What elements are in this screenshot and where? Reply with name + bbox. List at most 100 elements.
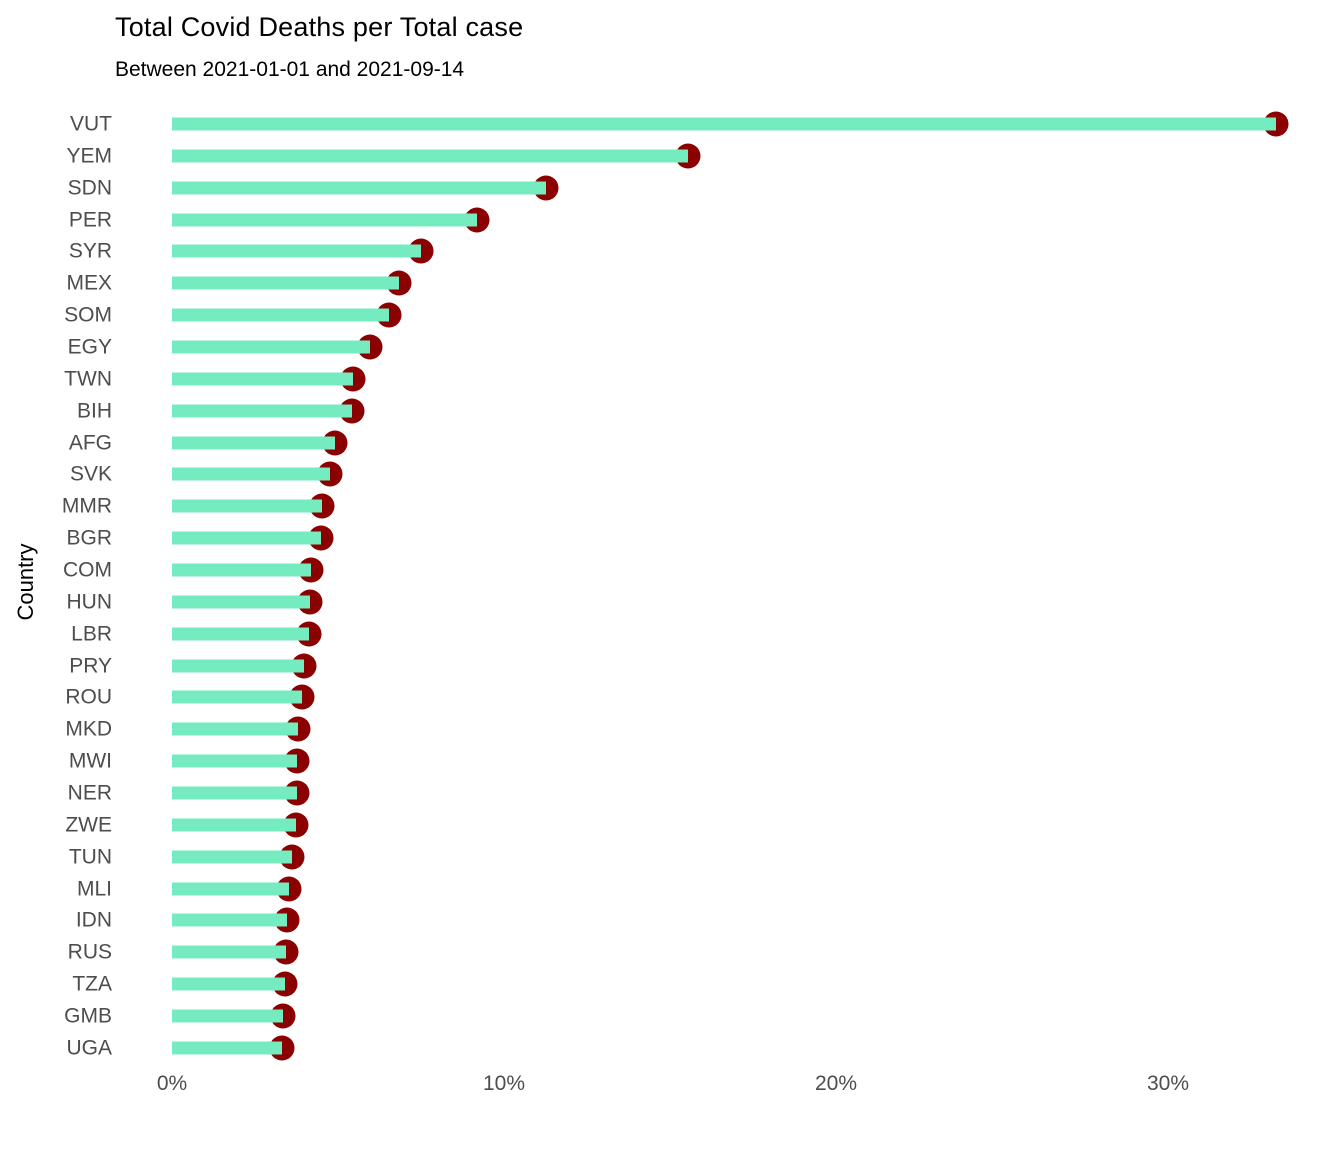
bar-area xyxy=(172,713,1344,745)
bar-area xyxy=(172,395,1344,427)
chart-row: ZWE xyxy=(0,809,1344,841)
bar-area xyxy=(172,777,1344,809)
x-tick-label: 0% xyxy=(156,1072,188,1095)
bar-area xyxy=(172,490,1344,522)
chart-row: BGR xyxy=(0,522,1344,554)
country-label: VUT xyxy=(70,112,112,136)
x-tick-label: 10% xyxy=(482,1072,526,1095)
lollipop-bar xyxy=(172,213,478,226)
chart-row: PRY xyxy=(0,650,1344,682)
lollipop-bar xyxy=(172,818,296,832)
bar-area xyxy=(172,363,1344,395)
country-label: SVK xyxy=(69,462,112,486)
chart-row: SVK xyxy=(0,458,1344,490)
bar-area xyxy=(172,650,1344,682)
chart-row: MKD xyxy=(0,713,1344,745)
chart-row: TUN xyxy=(0,841,1344,873)
bar-area xyxy=(172,204,1344,236)
lollipop-bar xyxy=(172,1041,283,1055)
plot-area: VUT YEM SDN PER SYR MEX SOM EGY TWN BIH AFG SVK MMR B… xyxy=(0,108,1344,1064)
lollipop-bar xyxy=(172,754,298,768)
lollipop-bar xyxy=(172,276,400,290)
lollipop-bar xyxy=(172,913,288,927)
bar-area xyxy=(172,427,1344,459)
chart-row: MWI xyxy=(0,745,1344,777)
bar-area xyxy=(172,267,1344,299)
lollipop-bar xyxy=(172,404,352,418)
chart-row: SDN xyxy=(0,172,1344,204)
bar-area xyxy=(172,108,1344,140)
lollipop-bar xyxy=(172,1009,284,1023)
chart-subtitle: Between 2021-01-01 and 2021-09-14 xyxy=(115,58,465,81)
lollipop-bar xyxy=(172,786,297,800)
country-label: TZA xyxy=(72,972,112,996)
bar-area xyxy=(172,172,1344,204)
country-label: BIH xyxy=(76,399,112,423)
country-label: MEX xyxy=(66,271,112,295)
x-axis: 0% 10% 20% 30% xyxy=(157,1072,1344,1102)
country-label: MKD xyxy=(65,717,112,741)
country-label: UGA xyxy=(66,1036,112,1060)
lollipop-bar xyxy=(172,181,546,195)
chart-row: HUN xyxy=(0,586,1344,618)
lollipop-bar xyxy=(172,563,312,577)
chart-row: NER xyxy=(0,777,1344,809)
lollipop-bar xyxy=(172,977,285,991)
lollipop-bar xyxy=(172,499,323,513)
country-label: COM xyxy=(63,558,112,582)
x-tick-label: 20% xyxy=(814,1072,858,1095)
country-label: PER xyxy=(68,208,112,231)
chart-row: IDN xyxy=(0,904,1344,936)
bar-area xyxy=(172,936,1344,968)
bar-area xyxy=(172,331,1344,363)
chart-row: MEX xyxy=(0,267,1344,299)
lollipop-bar xyxy=(172,117,1276,131)
lollipop-bar xyxy=(172,722,299,736)
lollipop-bar xyxy=(172,340,370,354)
country-label: ROU xyxy=(65,685,112,709)
country-label: PRY xyxy=(69,654,112,678)
bar-area xyxy=(172,873,1344,905)
country-label: ZWE xyxy=(65,813,112,837)
chart-row: MLI xyxy=(0,873,1344,905)
bar-area xyxy=(172,140,1344,172)
lollipop-bar xyxy=(172,244,421,258)
lollipop-bar xyxy=(172,690,303,704)
chart-row: ROU xyxy=(0,681,1344,713)
lollipop-bar xyxy=(172,467,331,481)
bar-area xyxy=(172,458,1344,490)
country-label: YEM xyxy=(66,144,112,168)
country-label: MLI xyxy=(76,877,112,901)
country-label: SYR xyxy=(68,239,112,263)
country-label: LBR xyxy=(71,622,112,646)
country-label: EGY xyxy=(67,335,112,359)
bar-area xyxy=(172,809,1344,841)
lollipop-bar xyxy=(172,627,309,641)
chart-row: EGY xyxy=(0,331,1344,363)
bar-area xyxy=(172,586,1344,618)
country-label: GMB xyxy=(64,1004,112,1028)
chart-row: RUS xyxy=(0,936,1344,968)
bar-area xyxy=(172,841,1344,873)
lollipop-bar xyxy=(172,945,287,959)
bar-area xyxy=(172,745,1344,777)
bar-area xyxy=(172,618,1344,650)
country-label: IDN xyxy=(75,908,112,932)
chart-row: TZA xyxy=(0,968,1344,1000)
bar-area xyxy=(172,235,1344,267)
bar-area xyxy=(172,1032,1344,1064)
chart-row: PER xyxy=(0,204,1344,236)
country-label: SDN xyxy=(67,176,112,200)
bar-area xyxy=(172,1000,1344,1032)
lollipop-bar xyxy=(172,850,292,864)
country-label: TUN xyxy=(68,845,112,869)
chart-row: MMR xyxy=(0,490,1344,522)
bar-area xyxy=(172,968,1344,1000)
country-label: MMR xyxy=(61,494,112,518)
lollipop-bar xyxy=(172,372,353,386)
chart-row: GMB xyxy=(0,1000,1344,1032)
bar-area xyxy=(172,299,1344,331)
chart-row: TWN xyxy=(0,363,1344,395)
chart-row: AFG xyxy=(0,427,1344,459)
